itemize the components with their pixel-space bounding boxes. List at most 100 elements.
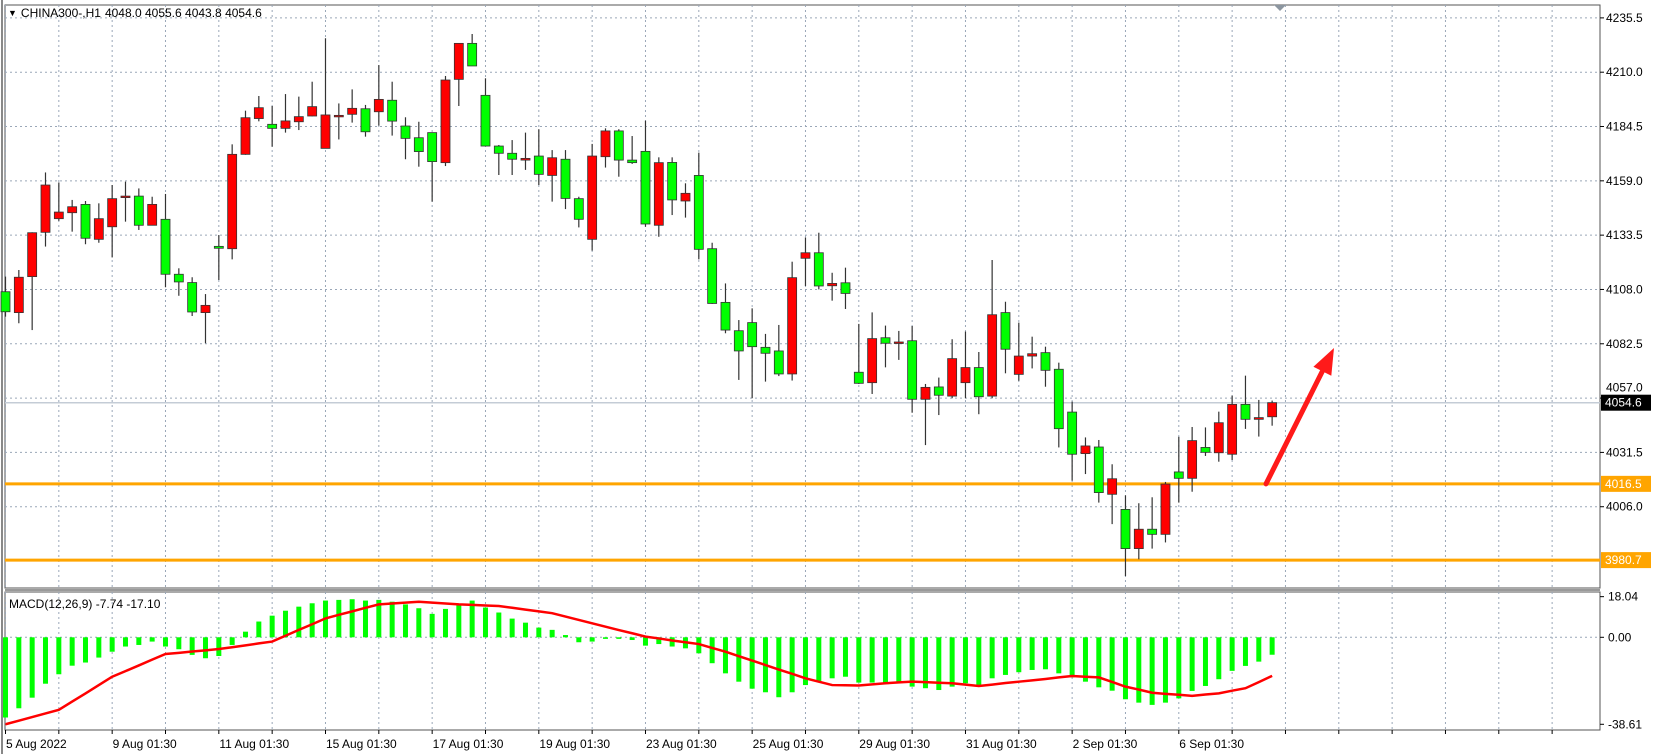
macd-histogram-bar: [736, 637, 742, 682]
candle-body: [787, 277, 798, 375]
candle-body: [1200, 447, 1211, 453]
candle-body: [1120, 509, 1131, 550]
candle-body: [747, 322, 758, 348]
macd-histogram-bar: [202, 637, 208, 659]
candle-body: [333, 114, 344, 118]
macd-histogram-bar: [709, 637, 715, 664]
level-label-bg: [1601, 552, 1651, 569]
macd-panel: [4, 591, 1601, 731]
candle-body: [1147, 528, 1158, 535]
candle-body: [760, 346, 771, 354]
price-tick-label: 4057.0: [1606, 381, 1643, 395]
candle-body: [133, 195, 144, 226]
candle-body: [720, 301, 731, 331]
macd-histogram-bar: [749, 637, 755, 689]
macd-histogram-bar: [82, 637, 88, 663]
macd-histogram-bar: [1189, 637, 1195, 691]
macd-histogram-bar: [122, 637, 128, 647]
macd-tick-label: 0.00: [1608, 630, 1632, 644]
candle-body: [453, 42, 464, 80]
level-label: 4016.5: [1605, 477, 1642, 491]
macd-histogram-bar: [722, 637, 728, 674]
macd-histogram-bar: [776, 637, 782, 698]
macd-tick-label: -38.61: [1608, 717, 1642, 731]
candle-body: [147, 203, 158, 226]
candle-body: [307, 106, 318, 117]
candle-body: [253, 107, 264, 119]
candle-body: [0, 291, 11, 313]
macd-histogram-bar: [896, 637, 902, 682]
macd-histogram-bar: [496, 612, 502, 638]
macd-histogram-bar: [869, 637, 875, 683]
triangle-down-icon[interactable]: ▼: [8, 8, 17, 18]
macd-histogram-bar: [629, 637, 635, 641]
macd-histogram-bar: [162, 637, 168, 647]
time-label: 6 Sep 01:30: [1179, 737, 1244, 751]
time-label: 25 Aug 01:30: [753, 737, 824, 751]
macd-indicator: [3, 599, 1600, 726]
candle-body: [1187, 440, 1198, 479]
candle-body: [853, 371, 864, 384]
chart-frame: [1, 0, 1601, 754]
candle-body: [1213, 422, 1224, 454]
annotations[interactable]: [1263, 5, 1334, 487]
chart-title: ▼ CHINA300-,H1 4048.0 4055.6 4043.8 4054…: [8, 6, 262, 20]
macd-histogram-bar: [256, 621, 262, 638]
macd-histogram-bar: [269, 615, 275, 638]
macd-histogram-bar: [802, 637, 808, 686]
macd-histogram-bar: [3, 637, 8, 718]
horizontal-levels[interactable]: [5, 401, 1600, 562]
candle-body: [533, 155, 544, 175]
candle-body: [867, 338, 878, 384]
macd-histogram-bar: [349, 599, 355, 638]
chart-shift-marker-icon[interactable]: [1274, 5, 1286, 11]
candle-body: [1053, 368, 1064, 430]
arrow-up-icon: [1313, 348, 1334, 376]
candle-body: [733, 330, 744, 352]
macd-histogram-bar: [1149, 637, 1155, 705]
candle-body: [67, 206, 78, 214]
macd-histogram-bar: [936, 637, 942, 691]
candle-body: [440, 79, 451, 164]
level-label-bg: [1601, 475, 1651, 492]
candle-body: [40, 184, 51, 233]
candle-body: [960, 367, 971, 384]
macd-histogram-bar: [216, 637, 222, 656]
macd-histogram-bar: [309, 603, 315, 638]
macd-histogram-bar: [656, 637, 662, 645]
macd-histogram-bar: [229, 637, 235, 645]
candle-body: [627, 159, 638, 164]
macd-histogram-bar: [856, 637, 862, 683]
price-tick-label: 4031.5: [1606, 445, 1643, 459]
candle-body: [1067, 411, 1078, 455]
candle-body: [613, 130, 624, 161]
candle-body: [1173, 471, 1184, 479]
macd-histogram-bar: [1202, 637, 1208, 686]
candle-body: [693, 175, 704, 250]
candle-body: [187, 282, 198, 313]
candle-body: [400, 125, 411, 139]
macd-histogram-bar: [949, 637, 955, 687]
macd-histogram-bar: [69, 637, 75, 666]
time-label: 9 Aug 01:30: [113, 737, 177, 751]
macd-histogram-bar: [616, 637, 622, 639]
candle-body: [93, 218, 104, 240]
macd-histogram-bar: [1042, 637, 1048, 670]
price-tick-label: 4210.0: [1606, 65, 1643, 79]
macd-histogram-bar: [1096, 637, 1102, 688]
candle-body: [200, 304, 211, 314]
time-label: 15 Aug 01:30: [326, 737, 397, 751]
candle-body: [587, 155, 598, 240]
candle-body: [480, 94, 491, 147]
candle-body: [813, 252, 824, 287]
macd-histogram-bar: [1176, 637, 1182, 699]
macd-histogram-bar: [562, 635, 568, 638]
candle-body: [387, 99, 398, 122]
candle-body: [600, 130, 611, 158]
macd-signal-line: [5, 600, 1273, 726]
macd-histogram-bar: [1216, 637, 1222, 680]
macd-histogram-bar: [842, 637, 848, 677]
candle-body: [1133, 528, 1144, 550]
candle-body: [1013, 355, 1024, 375]
